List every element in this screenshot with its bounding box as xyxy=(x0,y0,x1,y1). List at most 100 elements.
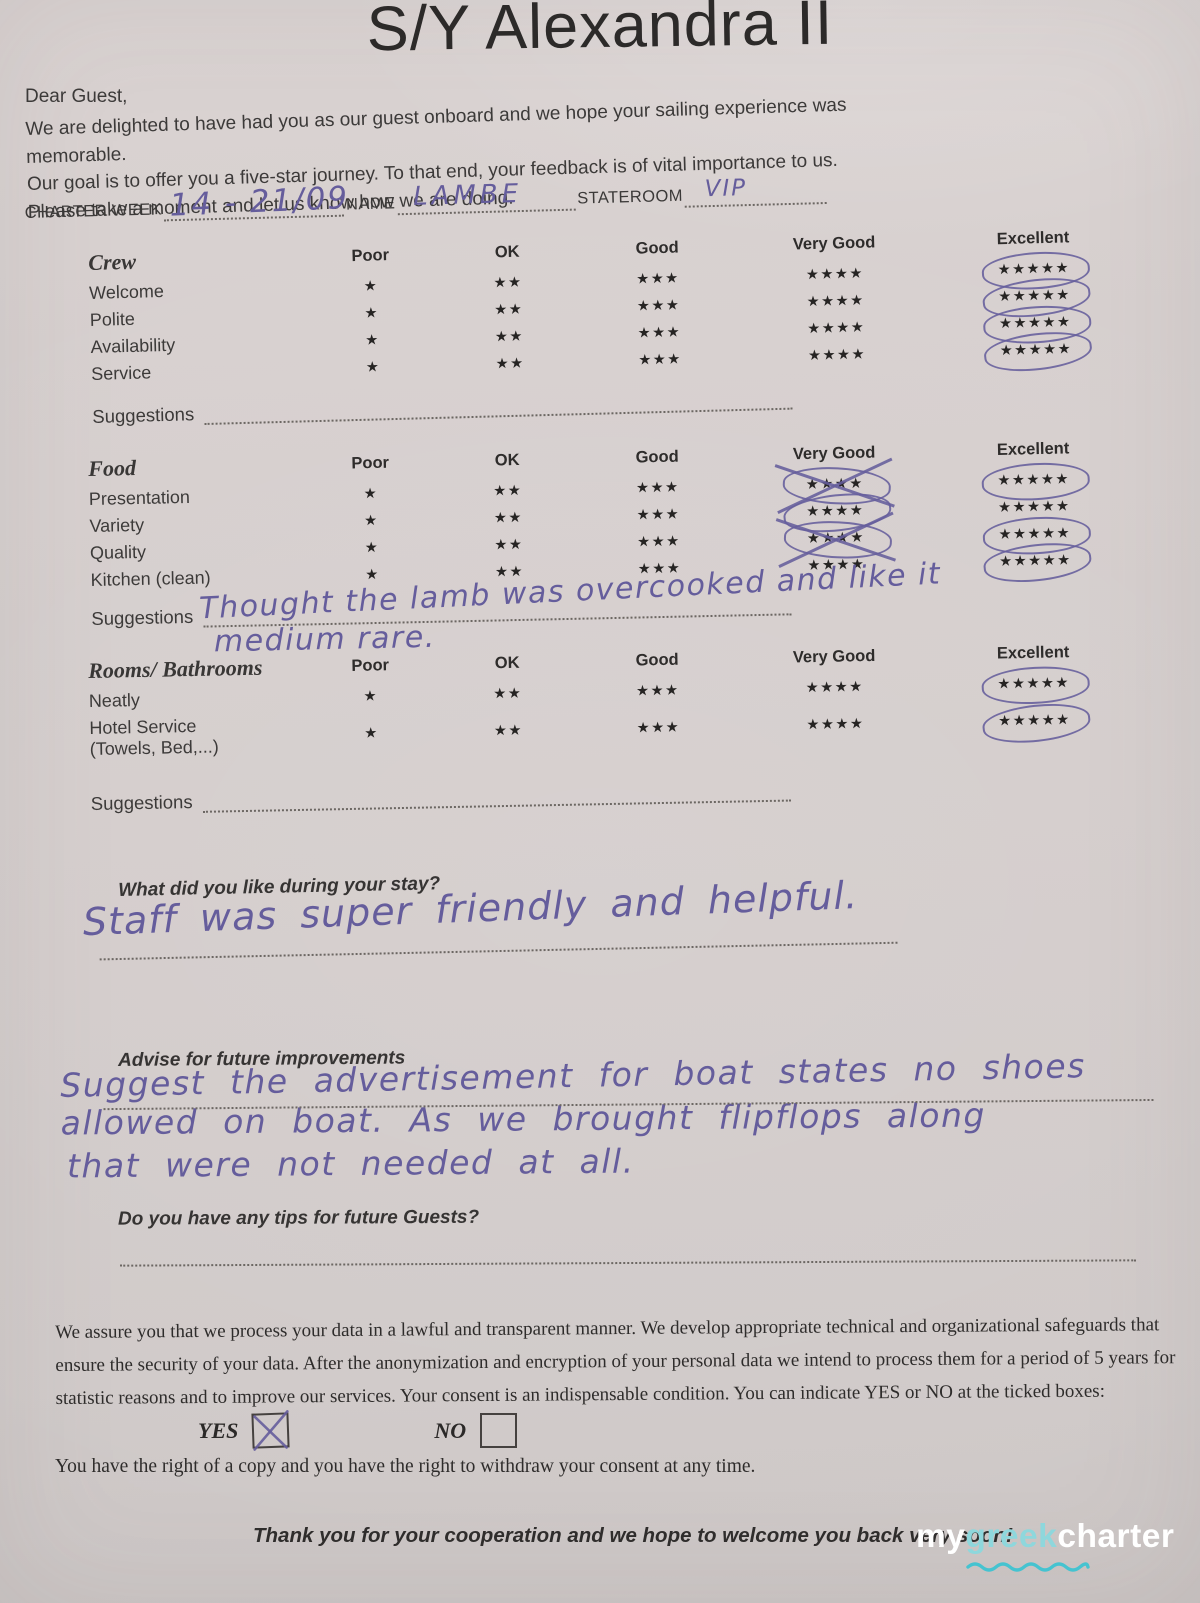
rating-option-good[interactable]: ★★★ xyxy=(581,499,736,529)
stars: ★★ xyxy=(493,722,524,740)
rating-option-poor[interactable]: ★ xyxy=(307,479,436,509)
rating-row-label: Neatly xyxy=(88,690,141,711)
no-label: NO xyxy=(434,1417,467,1443)
stars: ★★ xyxy=(493,509,524,527)
rating-table: Food Poor OK Good Very Good Excellent Presenta… xyxy=(88,434,1139,594)
stars: ★★ xyxy=(493,301,524,318)
rating-section-crew: Crew Poor OK Good Very Good Excellent Welcome ★… xyxy=(88,223,1140,428)
rating-option-excellent[interactable]: ★★★★★ xyxy=(934,460,1133,504)
greeting: Dear Guest, xyxy=(25,86,128,107)
liked-answer-field[interactable] xyxy=(99,941,898,961)
rooms-suggestions-row: Suggestions xyxy=(91,780,791,815)
thank-you-text: Thank you for your cooperation and we ho… xyxy=(253,1524,1013,1547)
rating-option-very-good[interactable]: ★★★★ xyxy=(736,518,937,561)
stars: ★ xyxy=(363,687,379,705)
stars: ★★★★ xyxy=(806,716,865,734)
rating-option-ok[interactable]: ★★ xyxy=(437,348,584,379)
rating-option-poor[interactable]: ★ xyxy=(307,719,435,748)
rating-column-header: Poor xyxy=(351,453,390,473)
no-checkbox[interactable] xyxy=(480,1413,518,1448)
stars: ★ xyxy=(364,539,380,556)
rating-option-poor[interactable]: ★ xyxy=(307,298,436,328)
rating-option-good[interactable]: ★★★ xyxy=(581,263,736,294)
stars: ★★ xyxy=(493,482,523,500)
rating-column-header: OK xyxy=(494,450,520,470)
stars: ★ xyxy=(363,512,379,529)
stars: ★★★ xyxy=(636,506,681,524)
rating-option-ok[interactable]: ★★ xyxy=(435,294,582,325)
stars: ★★ xyxy=(493,274,523,291)
rating-column-header: Poor xyxy=(351,656,390,675)
charter-week-field[interactable]: 14 - 21/09 xyxy=(163,180,350,224)
crew-suggestions-field[interactable] xyxy=(204,393,793,426)
stars: ★★★★ xyxy=(807,346,867,364)
rating-option-good[interactable]: ★★★ xyxy=(582,317,737,348)
rating-option-poor[interactable]: ★ xyxy=(307,506,436,536)
stateroom-field[interactable]: VIP xyxy=(684,175,828,208)
yes-label: YES xyxy=(198,1417,239,1443)
stars: ★ xyxy=(364,304,380,322)
stars: ★ xyxy=(363,485,379,502)
stars: ★★★ xyxy=(637,533,681,551)
rating-option-poor[interactable]: ★ xyxy=(307,271,436,301)
logo-part-greek: greek xyxy=(965,1518,1058,1555)
charter-week-label: CHARTER WEEK xyxy=(24,200,163,223)
rating-option-good[interactable]: ★★★ xyxy=(580,676,734,706)
rating-section-food: Food Poor OK Good Very Good Excellent Presenta… xyxy=(88,434,1139,659)
name-field[interactable]: LAMBE xyxy=(396,179,576,216)
rating-table: Rooms/ Bathrooms Poor OK Good Very Good Excel… xyxy=(88,638,1138,763)
rating-column-header: Good xyxy=(635,238,679,258)
stars: ★★★ xyxy=(636,719,681,737)
stars: ★★★ xyxy=(635,682,680,699)
rating-option-ok[interactable]: ★★ xyxy=(435,679,581,709)
mygreekcharter-logo: mygreekcharter xyxy=(916,1518,1174,1572)
rating-row-label: Service xyxy=(90,362,152,384)
rating-option-good[interactable]: ★★★ xyxy=(582,526,737,556)
rating-option-very-good[interactable]: ★★★★ xyxy=(734,672,934,703)
rating-option-poor[interactable]: ★ xyxy=(309,352,438,382)
rating-option-very-good[interactable]: ★★★★ xyxy=(735,709,935,740)
consent-rights-text: You have the right of a copy and you hav… xyxy=(55,1456,756,1477)
rooms-suggestions-field[interactable] xyxy=(202,785,791,813)
rating-option-ok[interactable]: ★★ xyxy=(435,503,582,533)
logo-part-my: my xyxy=(916,1518,966,1555)
ink-circle-annotation xyxy=(980,663,1091,707)
yes-checkmark-ink xyxy=(253,1410,290,1451)
stars: ★ xyxy=(363,277,379,295)
rating-column-header: Very Good xyxy=(792,646,876,667)
rating-option-excellent[interactable]: ★★★★★ xyxy=(934,663,1132,707)
rating-column-header: Poor xyxy=(351,246,390,266)
rating-option-good[interactable]: ★★★ xyxy=(583,344,738,375)
rating-option-good[interactable]: ★★★ xyxy=(581,472,736,502)
stars: ★★★★ xyxy=(805,265,865,283)
rating-option-ok[interactable]: ★★ xyxy=(435,267,582,298)
rating-option-excellent[interactable]: ★★★★★ xyxy=(937,327,1136,377)
rating-column-header: Good xyxy=(635,650,679,670)
rating-option-ok[interactable]: ★★ xyxy=(435,476,582,506)
rating-option-excellent[interactable]: ★★★★★ xyxy=(936,538,1135,587)
tips-answer-field[interactable] xyxy=(120,1259,1137,1267)
rating-option-poor[interactable]: ★ xyxy=(308,533,437,563)
stars: ★★★★ xyxy=(805,678,864,696)
form-title: S/Y Alexandra II xyxy=(366,0,834,65)
rating-option-ok[interactable]: ★★ xyxy=(436,530,583,560)
stars: ★ xyxy=(365,358,381,376)
rating-column-header: OK xyxy=(494,242,520,262)
rating-option-ok[interactable]: ★★ xyxy=(436,321,583,352)
suggestions-label: Suggestions xyxy=(92,403,195,427)
stars: ★★★ xyxy=(636,297,681,315)
yes-checkbox[interactable] xyxy=(251,1410,290,1451)
stars: ★★ xyxy=(494,328,525,345)
stars: ★★★★ xyxy=(806,292,865,310)
stars: ★★★★★ xyxy=(997,497,1071,516)
rating-option-ok[interactable]: ★★ xyxy=(435,716,581,746)
stars: ★★ xyxy=(493,685,523,702)
rating-option-poor[interactable]: ★ xyxy=(308,325,437,355)
stateroom-label: STATEROOM xyxy=(576,186,684,208)
rating-option-poor[interactable]: ★ xyxy=(307,681,435,710)
rating-option-very-good[interactable]: ★★★★ xyxy=(737,339,938,371)
rating-option-good[interactable]: ★★★ xyxy=(581,713,735,743)
stars: ★ xyxy=(364,725,379,742)
rating-option-excellent[interactable]: ★★★★★ xyxy=(935,698,1133,747)
rating-option-good[interactable]: ★★★ xyxy=(581,290,736,321)
